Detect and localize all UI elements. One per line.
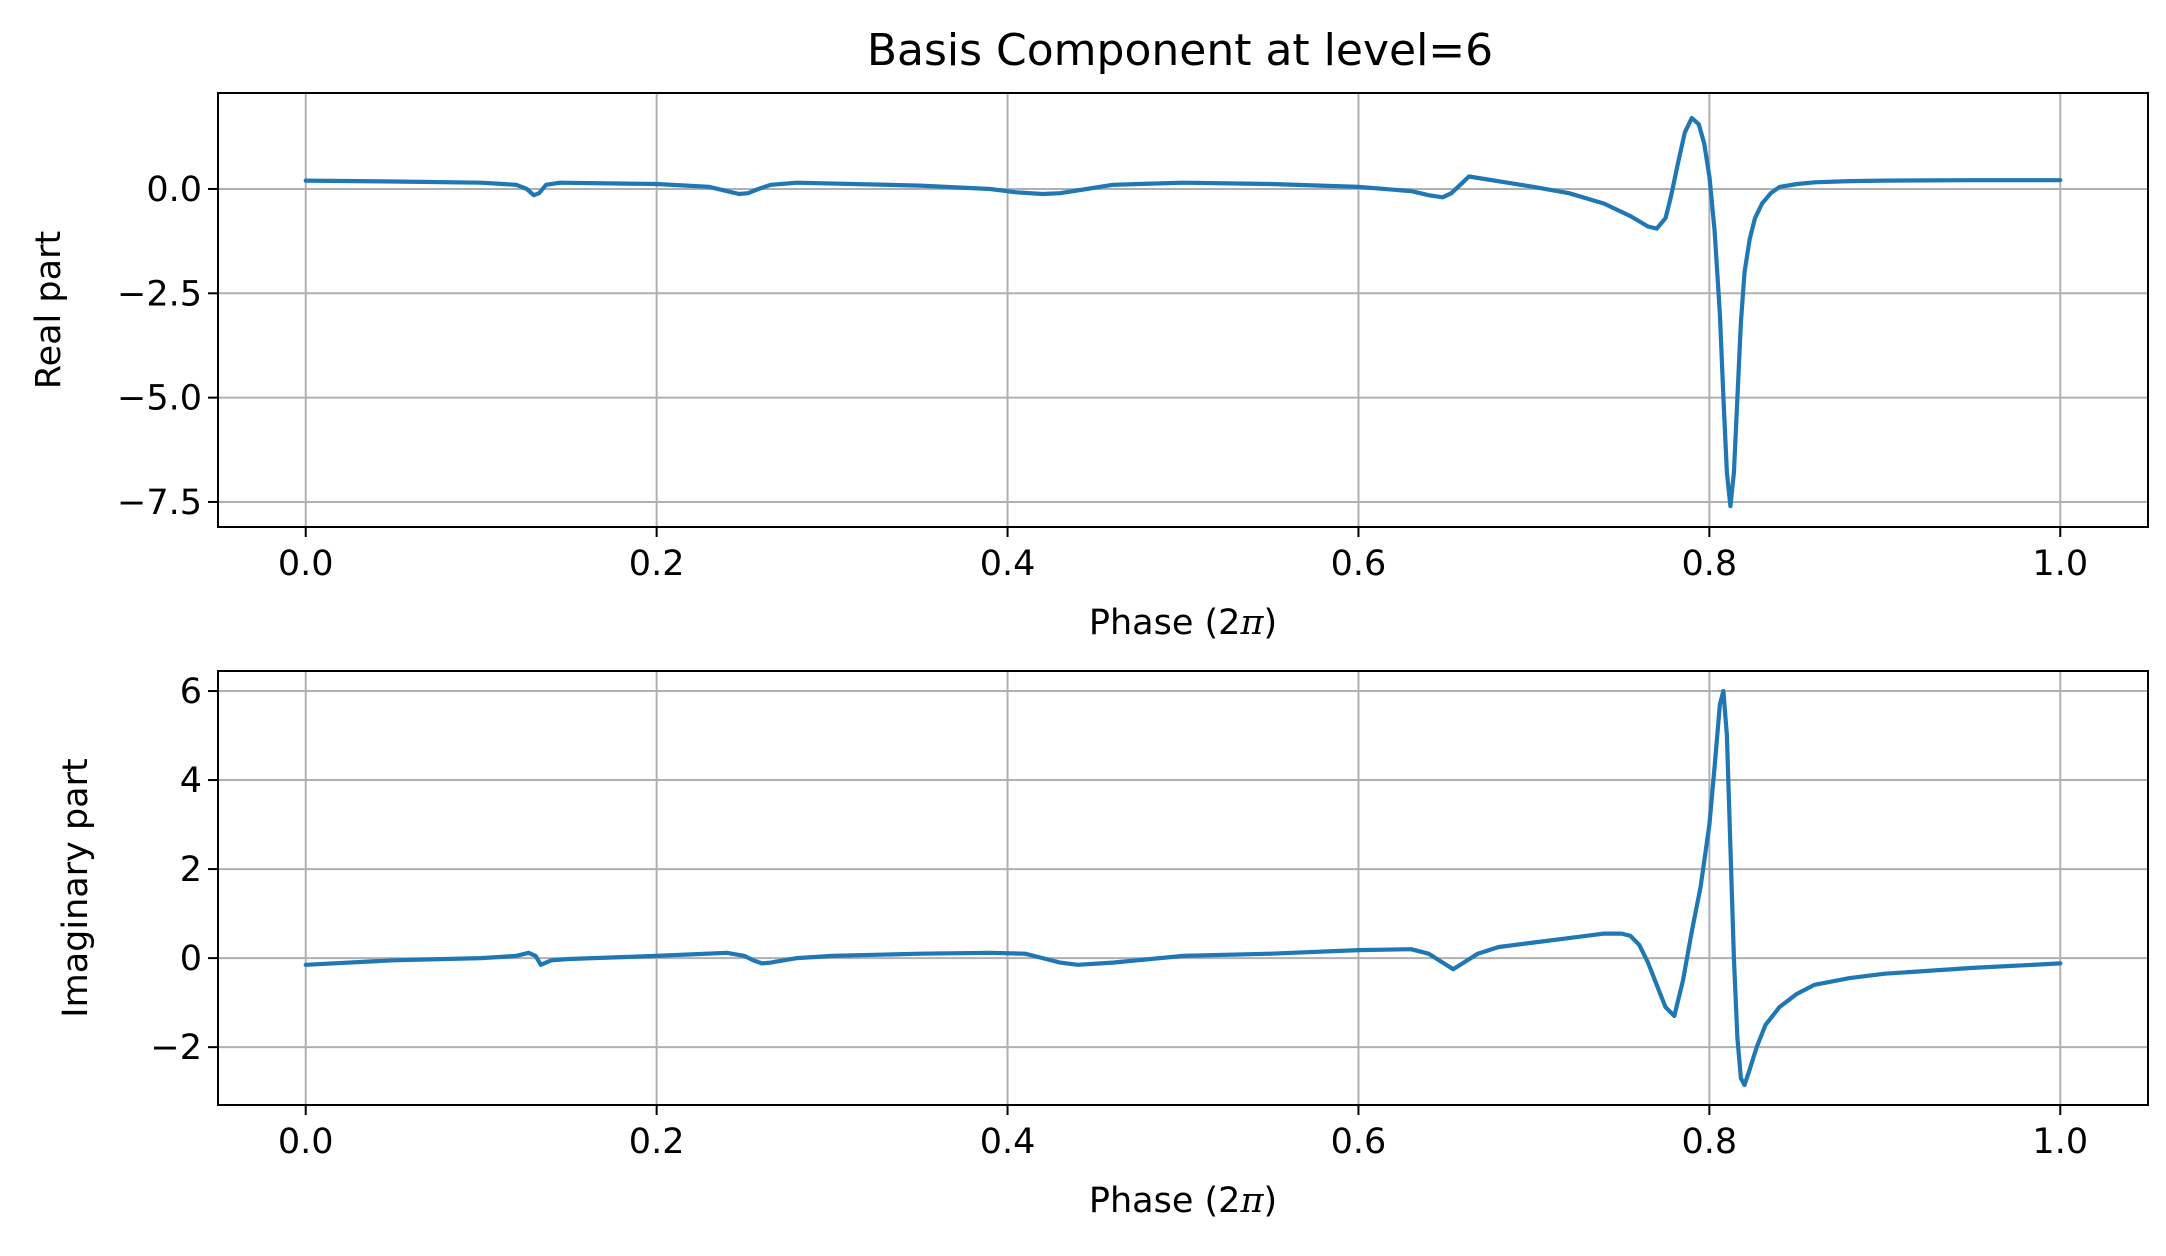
imaginary-part-x-tick-label: 0.4 xyxy=(980,1122,1036,1162)
real-part-y-tick-label: 0.0 xyxy=(146,170,202,210)
imaginary-part-x-tick-label: 0.6 xyxy=(1331,1122,1387,1162)
real-part-x-tick-label: 0.8 xyxy=(1682,544,1738,584)
imaginary-part-plot-frame xyxy=(217,670,2149,1106)
real-part-y-tick-label: −2.5 xyxy=(117,274,202,314)
figure-title: Basis Component at level=6 xyxy=(867,25,1493,76)
real-part-y-tick-label: −5.0 xyxy=(117,379,202,419)
imaginary-part-x-axis-label: Phase (2π) xyxy=(1089,1181,1277,1221)
real-part-x-tick-label: 0.6 xyxy=(1331,544,1387,584)
real-part-series-line xyxy=(303,115,2063,509)
imaginary-part-y-axis-label: Imaginary part xyxy=(56,758,96,1017)
imaginary-part-y-tick-label: 6 xyxy=(180,672,202,712)
imaginary-part-y-tick-label: −2 xyxy=(150,1028,202,1068)
real-part-x-axis-label: Phase (2π) xyxy=(1089,603,1277,643)
real-part-x-tick-label: 0.2 xyxy=(629,544,685,584)
imaginary-part-y-tick-label: 4 xyxy=(180,761,202,801)
real-part-x-tick-label: 1.0 xyxy=(2032,544,2088,584)
real-part-x-tick-label: 0.0 xyxy=(278,544,334,584)
real-part-x-tick-label: 0.4 xyxy=(980,544,1036,584)
imaginary-part-axes: 0.0 0.2 0.4 0.6 0.8 1.0 6 4 2 0 −2 Phase (2π) Imag… xyxy=(56,670,2149,1221)
imaginary-part-y-tick-label: 2 xyxy=(180,850,202,890)
real-part-axes: 0.0 0.2 0.4 0.6 0.8 1.0 0.0 −2.5 −5.0 −7.5 Phase … xyxy=(29,92,2149,643)
imaginary-part-x-tick-label: 0.0 xyxy=(278,1122,334,1162)
imaginary-part-y-tick-label: 0 xyxy=(180,939,202,979)
real-part-y-axis-label: Real part xyxy=(29,231,69,389)
imaginary-part-x-tick-label: 0.8 xyxy=(1682,1122,1738,1162)
imaginary-part-x-tick-label: 1.0 xyxy=(2032,1122,2088,1162)
imaginary-part-x-tick-label: 0.2 xyxy=(629,1122,685,1162)
real-part-y-tick-label: −7.5 xyxy=(117,483,202,523)
real-part-plot-frame xyxy=(217,92,2149,528)
imaginary-part-series-line xyxy=(303,688,2063,1088)
